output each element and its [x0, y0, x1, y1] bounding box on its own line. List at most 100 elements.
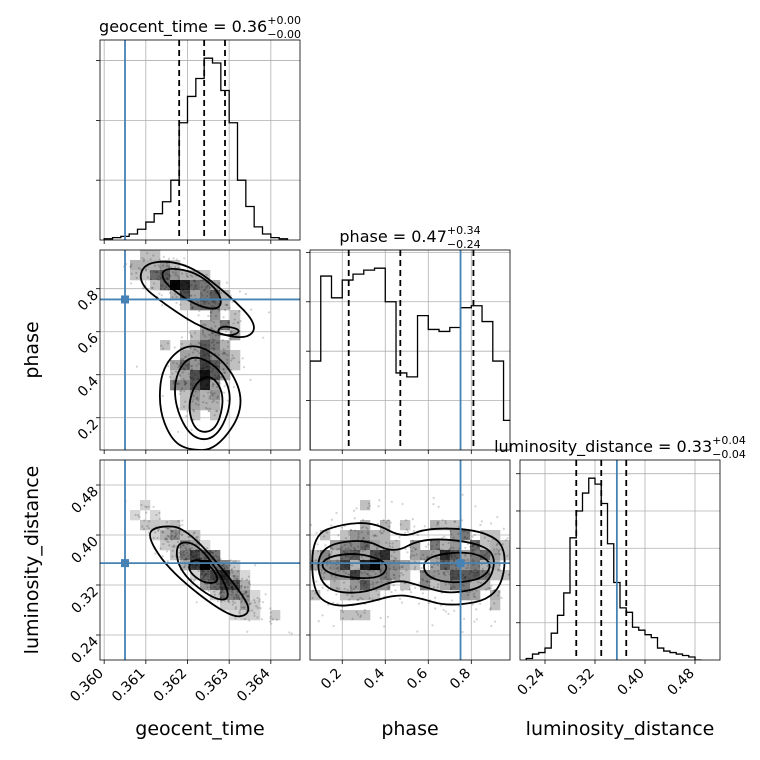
sample-point	[347, 555, 350, 558]
sample-point	[391, 546, 394, 549]
sample-point	[471, 545, 474, 548]
sample-point	[346, 588, 349, 591]
sample-point	[176, 540, 180, 544]
sample-point	[209, 586, 212, 589]
sample-point	[240, 584, 243, 587]
sample-point	[432, 575, 435, 578]
sample-point	[235, 593, 238, 596]
sample-point	[333, 579, 336, 583]
sample-point	[479, 523, 482, 526]
panel-frame	[309, 249, 511, 451]
sample-point	[226, 304, 229, 307]
density-cell	[190, 340, 201, 351]
density-cell	[410, 550, 421, 561]
sample-point	[383, 549, 386, 552]
density-cell	[170, 290, 181, 301]
sample-point	[209, 311, 212, 314]
sample-point	[412, 529, 415, 533]
sample-point	[231, 585, 234, 588]
sample-point	[392, 584, 395, 587]
sample-point	[211, 573, 214, 576]
sample-point	[217, 374, 220, 377]
sample-point	[181, 555, 184, 559]
sample-point	[165, 285, 168, 289]
sample-point	[376, 580, 379, 584]
sample-point	[395, 539, 398, 542]
density-cell	[430, 520, 441, 531]
sample-point	[175, 533, 178, 536]
sample-point	[159, 271, 162, 275]
sample-point	[247, 581, 251, 584]
sample-point	[353, 546, 356, 550]
sample-point	[228, 306, 231, 310]
sample-point	[192, 394, 195, 397]
sample-point	[240, 599, 244, 602]
sample-point	[183, 291, 186, 294]
density-cell	[210, 370, 221, 381]
sample-point	[208, 344, 211, 347]
sample-point	[437, 572, 441, 575]
contour-line	[174, 356, 231, 441]
density-cell	[330, 580, 341, 591]
sample-point	[177, 276, 180, 279]
sample-point	[215, 410, 218, 413]
sample-point	[455, 568, 458, 571]
sample-point	[212, 347, 216, 350]
density-cell	[230, 350, 241, 361]
sample-point	[361, 564, 364, 568]
sample-point	[225, 281, 229, 284]
sample-point	[147, 527, 151, 530]
density-cell	[230, 590, 241, 601]
sample-point	[445, 555, 448, 558]
sample-point	[177, 288, 181, 291]
sample-point	[462, 584, 465, 587]
sample-point	[474, 595, 477, 599]
sample-point	[172, 361, 175, 364]
sample-point	[512, 577, 514, 579]
sample-point	[364, 581, 367, 584]
sample-point	[200, 355, 204, 358]
sample-point	[218, 559, 221, 562]
sample-point	[200, 371, 203, 375]
sample-point	[376, 546, 379, 549]
sample-point	[343, 560, 346, 563]
sample-point	[447, 559, 450, 562]
sample-point	[444, 567, 447, 571]
sample-point	[183, 389, 186, 393]
sample-point	[186, 543, 189, 546]
sample-point	[449, 529, 452, 533]
sample-point	[493, 548, 496, 551]
density-cell	[220, 300, 231, 311]
density-cell	[390, 560, 401, 571]
sample-point	[368, 504, 371, 508]
density-cell	[410, 560, 421, 571]
density-cell	[210, 320, 221, 331]
sample-point	[325, 560, 328, 563]
sample-point	[205, 287, 208, 290]
sample-point	[150, 286, 153, 289]
sample-point	[205, 572, 209, 575]
sample-point	[220, 582, 223, 585]
sample-point	[340, 557, 343, 560]
sample-point	[192, 555, 196, 558]
sample-point	[360, 526, 363, 529]
density-cell	[190, 570, 201, 581]
sample-point	[344, 548, 348, 551]
density-cell	[340, 580, 351, 591]
sample-point	[201, 571, 204, 575]
sample-point	[437, 557, 440, 560]
sample-point	[240, 579, 243, 583]
sample-point	[151, 286, 154, 290]
sample-point	[437, 505, 440, 508]
sample-point	[437, 583, 440, 586]
sample-point	[192, 554, 196, 557]
sample-point	[200, 380, 203, 383]
sample-point	[327, 553, 331, 556]
sample-point	[188, 331, 191, 334]
sample-point	[159, 277, 162, 280]
sample-point	[233, 318, 236, 321]
sample-point	[269, 611, 272, 614]
sample-point	[188, 285, 191, 289]
sample-point	[207, 354, 210, 357]
density-cell	[340, 570, 351, 581]
